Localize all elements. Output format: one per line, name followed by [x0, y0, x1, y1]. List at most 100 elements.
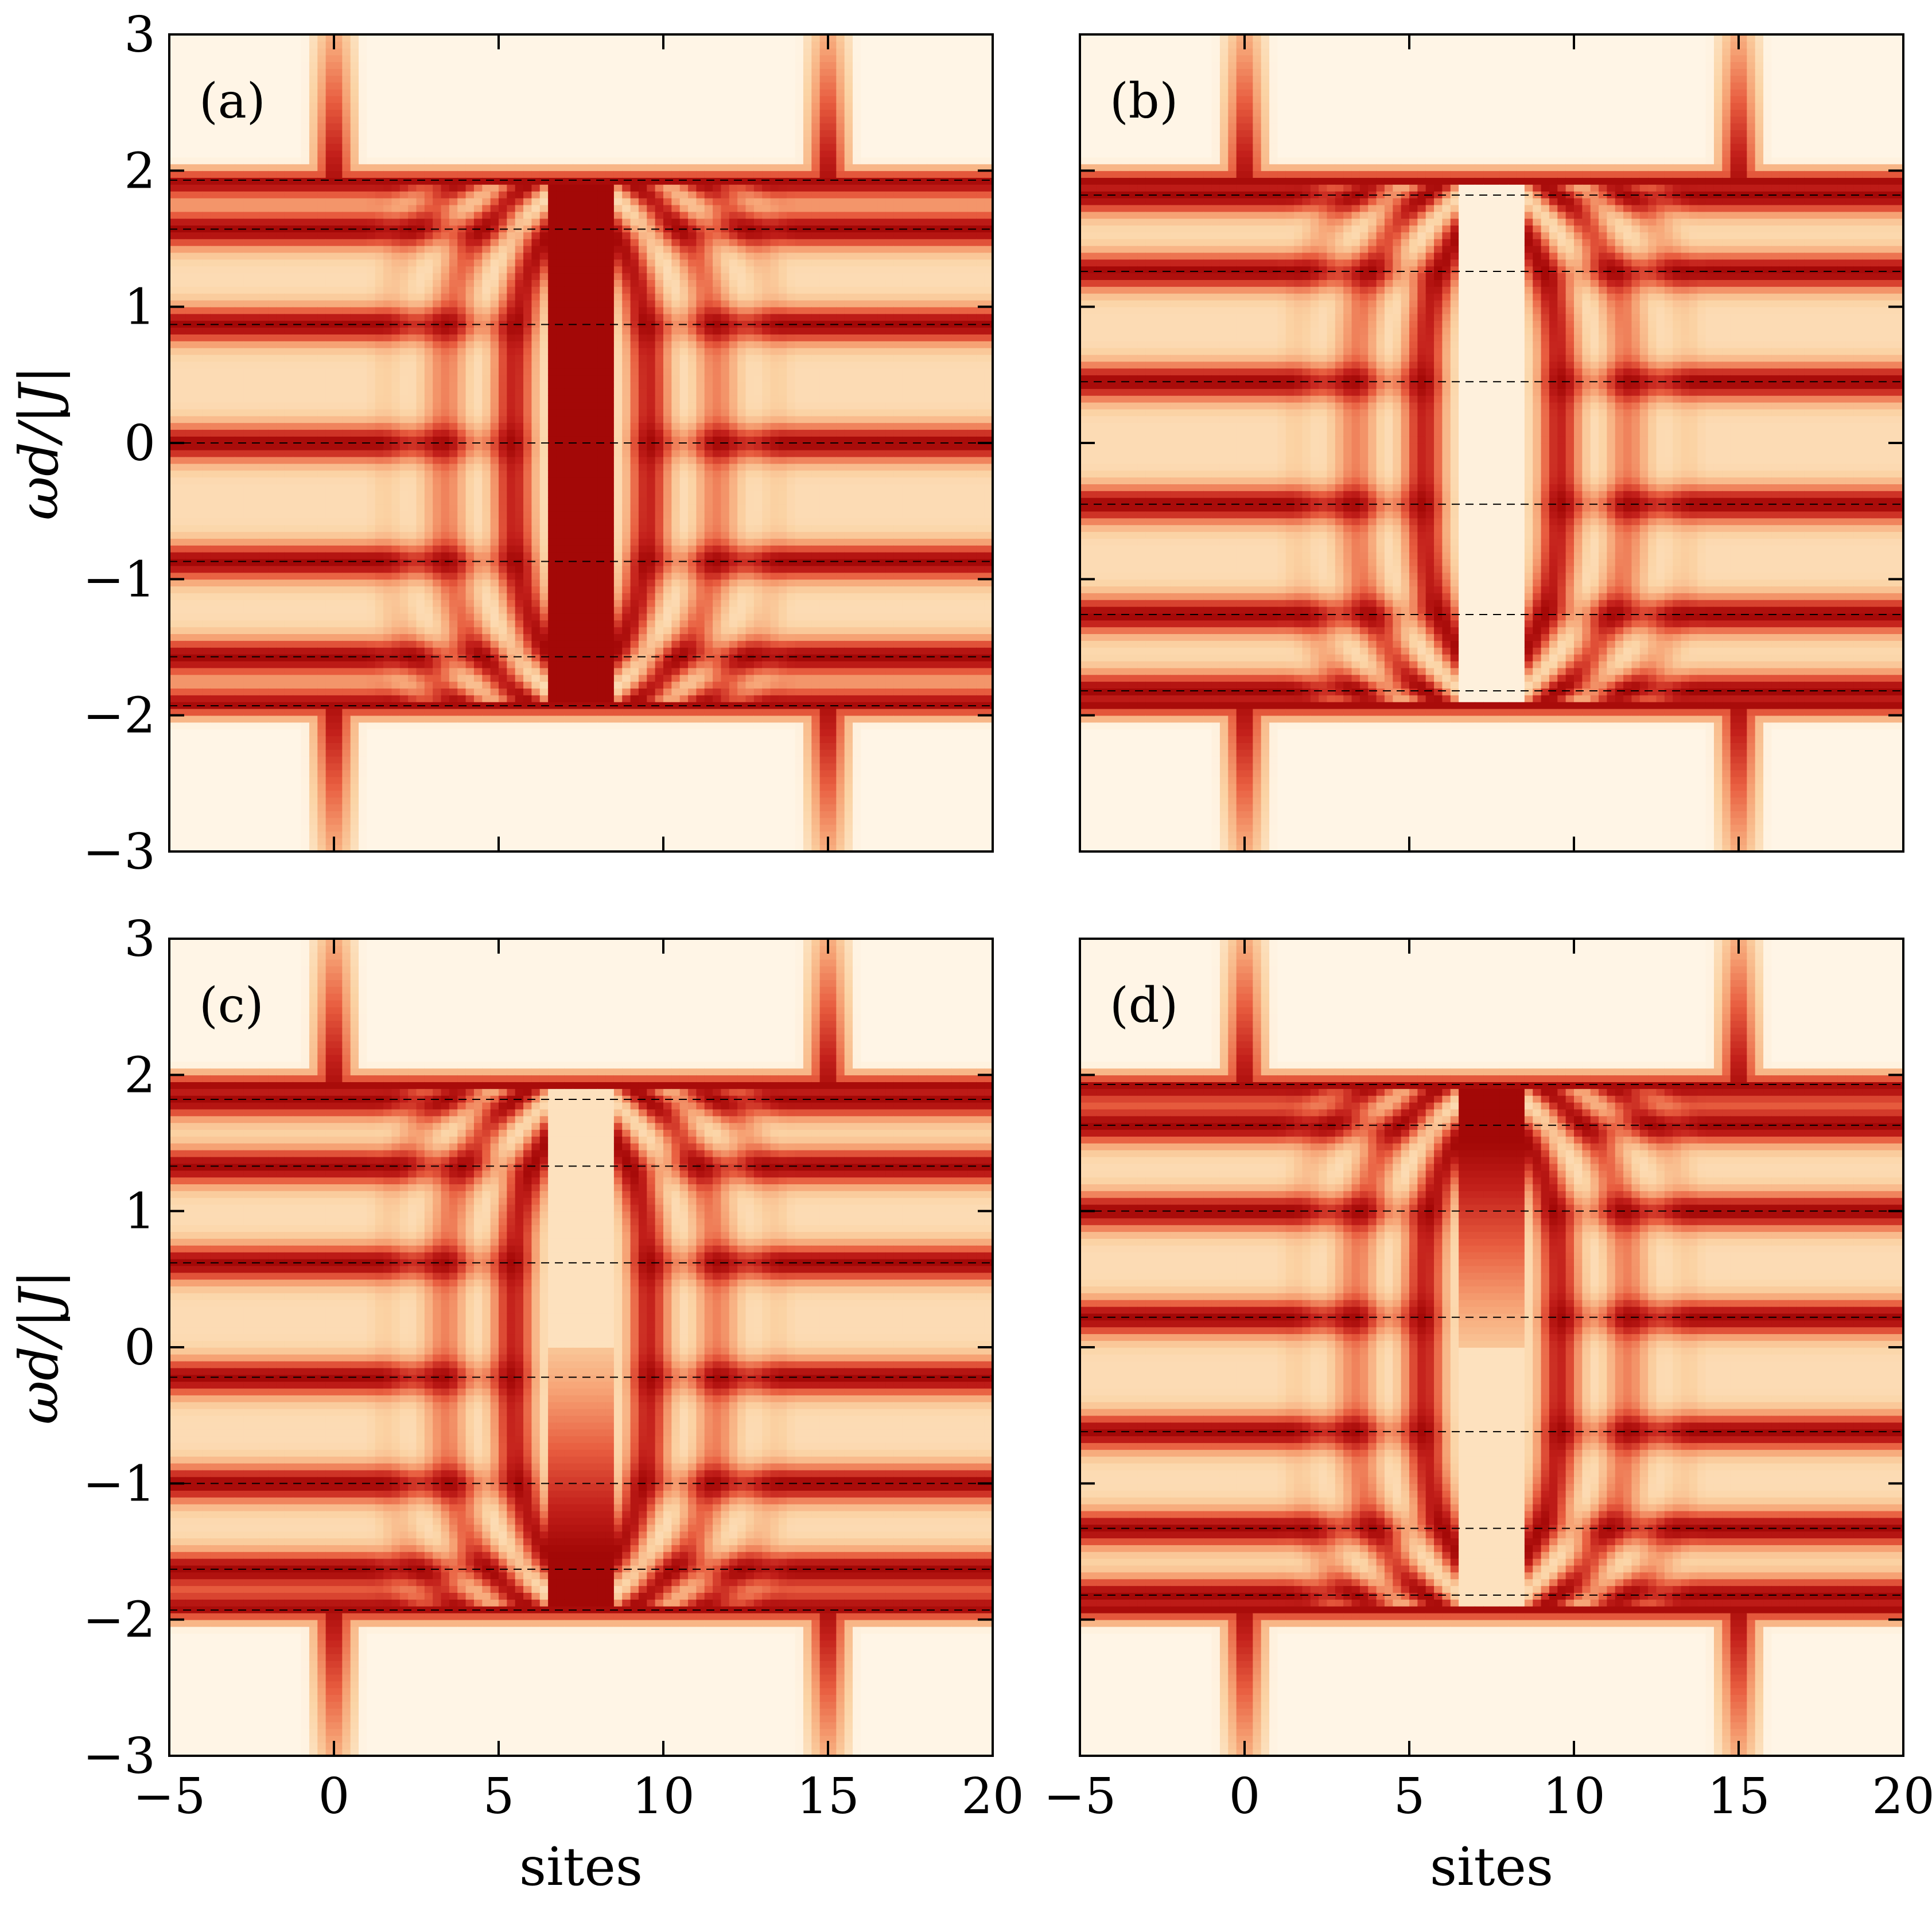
heatmap-cell — [465, 382, 475, 389]
heatmap-cell — [185, 463, 195, 471]
heatmap-cell — [399, 599, 409, 607]
heatmap-cell — [465, 558, 475, 566]
heatmap-cell — [259, 504, 269, 512]
heatmap-cell — [482, 279, 491, 287]
heatmap-cell — [342, 797, 351, 804]
heatmap-cell — [424, 190, 433, 199]
heatmap-cell — [490, 266, 499, 274]
heatmap-cell — [367, 470, 376, 478]
heatmap-cell — [465, 177, 475, 185]
heatmap-cell — [177, 491, 186, 498]
heatmap-cell — [194, 157, 203, 165]
heatmap-cell — [325, 599, 335, 607]
heatmap-cell — [284, 627, 294, 635]
heatmap-cell — [194, 756, 203, 764]
heatmap-cell — [210, 286, 219, 294]
heatmap-cell — [243, 456, 252, 464]
heatmap-cell — [391, 817, 401, 825]
heatmap-cell — [227, 402, 236, 410]
heatmap-cell — [408, 232, 417, 239]
heatmap-cell — [375, 660, 384, 668]
heatmap-cell — [482, 443, 491, 450]
heatmap-cell — [185, 409, 195, 417]
heatmap-cell — [441, 667, 450, 675]
heatmap-cell — [391, 239, 401, 246]
heatmap-cell — [227, 524, 236, 532]
heatmap-cell — [334, 572, 343, 580]
heatmap-cell — [482, 558, 491, 566]
heatmap-cell — [457, 456, 467, 464]
heatmap-cell — [449, 484, 458, 491]
heatmap-cell — [433, 565, 442, 573]
heatmap-cell — [325, 769, 335, 777]
heatmap-cell — [482, 742, 491, 750]
heatmap-cell — [309, 797, 318, 804]
heatmap-cell — [243, 368, 252, 376]
heatmap-cell — [433, 143, 442, 151]
heatmap-cell — [301, 306, 310, 314]
heatmap-cell — [235, 845, 244, 851]
heatmap-cell — [499, 749, 508, 757]
heatmap-cell — [441, 137, 450, 144]
heatmap-cell — [482, 436, 491, 444]
heatmap-cell — [375, 810, 384, 818]
heatmap-cell — [457, 252, 467, 260]
heatmap-cell — [219, 586, 228, 593]
heatmap-cell — [350, 763, 359, 771]
heatmap-cell — [359, 273, 368, 280]
heatmap-cell — [342, 422, 351, 430]
heatmap-cell — [259, 55, 269, 63]
heatmap-cell — [210, 354, 219, 362]
heatmap-cell — [293, 293, 302, 301]
heatmap-cell — [441, 470, 450, 478]
heatmap-cell — [317, 388, 326, 396]
heatmap-cell — [251, 551, 261, 559]
heatmap-cell — [490, 511, 499, 519]
heatmap-cell — [202, 545, 211, 553]
heatmap-cell — [309, 204, 318, 212]
heatmap-cell — [416, 95, 425, 103]
heatmap-cell — [276, 279, 285, 287]
heatmap-cell — [441, 845, 450, 851]
heatmap-cell — [325, 177, 335, 185]
heatmap-cell — [243, 681, 252, 689]
heatmap-cell — [449, 606, 458, 614]
heatmap-cell — [210, 48, 219, 56]
heatmap-cell — [268, 41, 277, 49]
heatmap-cell — [235, 729, 244, 737]
heatmap-cell — [499, 545, 508, 553]
heatmap-cell — [499, 531, 508, 539]
heatmap-cell — [490, 225, 499, 232]
heatmap-cell — [177, 790, 186, 798]
heatmap-cell — [507, 715, 516, 723]
heatmap-cell — [251, 327, 261, 335]
heatmap-cell — [210, 810, 219, 818]
heatmap-cell — [473, 579, 483, 586]
heatmap-cell — [490, 763, 499, 771]
heatmap-cell — [276, 61, 285, 69]
heatmap-cell — [359, 218, 368, 226]
heatmap-cell — [202, 491, 211, 498]
heatmap-cell — [284, 354, 294, 362]
heatmap-cell — [482, 470, 491, 478]
heatmap-cell — [219, 769, 228, 777]
heatmap-cell — [194, 293, 203, 301]
heatmap-cell — [490, 845, 499, 851]
heatmap-cell — [473, 273, 483, 280]
heatmap-cell — [185, 259, 195, 267]
heatmap-cell — [235, 681, 244, 689]
heatmap-cell — [473, 157, 483, 165]
heatmap-cell — [284, 620, 294, 628]
heatmap-cell — [309, 170, 318, 178]
heatmap-cell — [408, 306, 417, 314]
heatmap-cell — [243, 252, 252, 260]
heatmap-cell — [301, 633, 310, 641]
heatmap-cell — [367, 667, 376, 675]
heatmap-cell — [473, 504, 483, 512]
heatmap-cell — [449, 715, 458, 723]
heatmap-cell — [185, 68, 195, 76]
heatmap-cell — [482, 531, 491, 539]
heatmap-cell — [408, 769, 417, 777]
heatmap-cell — [441, 769, 450, 777]
heatmap-cell — [342, 497, 351, 505]
